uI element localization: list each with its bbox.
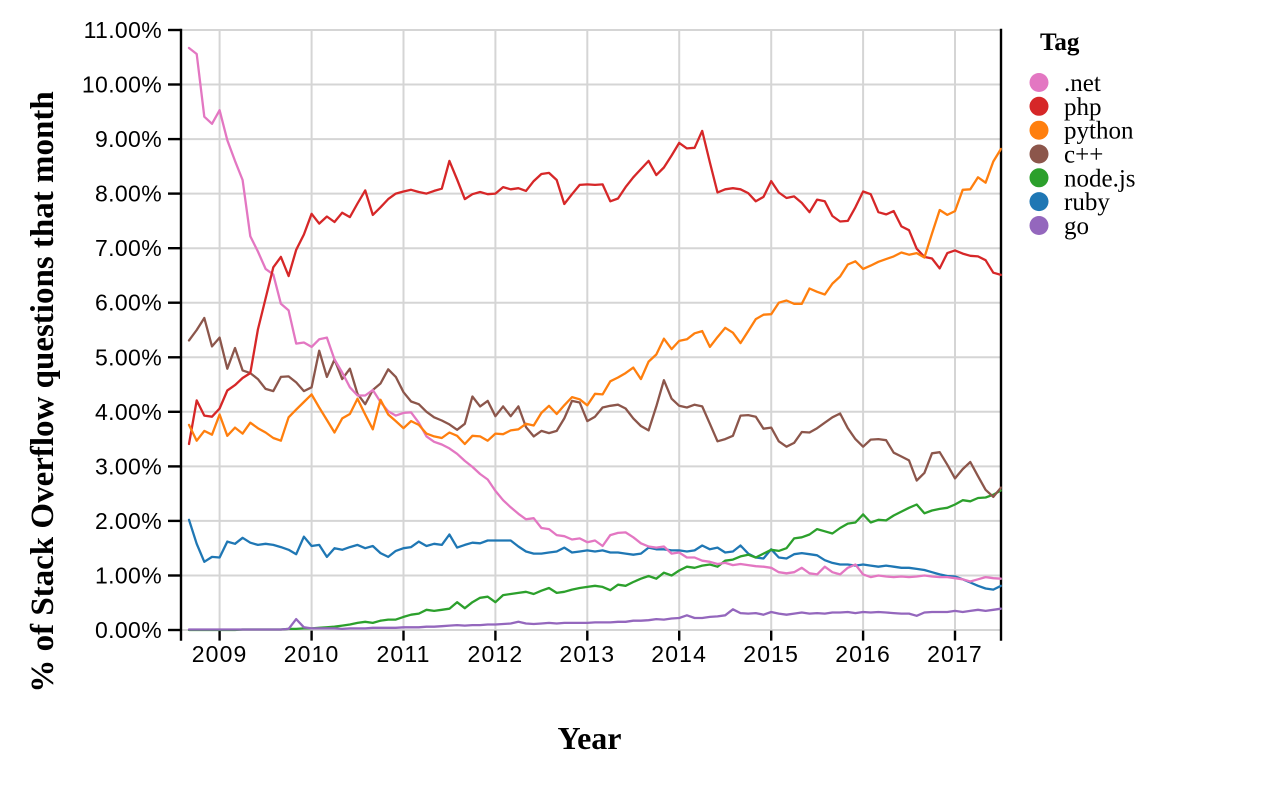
svg-text:1.00%: 1.00% [95, 563, 162, 589]
svg-text:8.00%: 8.00% [95, 181, 162, 207]
svg-text:Year: Year [558, 720, 622, 756]
svg-text:2014: 2014 [651, 641, 707, 667]
svg-text:2009: 2009 [192, 641, 248, 667]
svg-text:2017: 2017 [927, 641, 983, 667]
svg-text:2012: 2012 [468, 641, 524, 667]
svg-text:11.00%: 11.00% [84, 17, 162, 43]
svg-text:5.00%: 5.00% [95, 344, 162, 370]
svg-text:6.00%: 6.00% [95, 290, 162, 316]
svg-text:10.00%: 10.00% [82, 72, 162, 98]
svg-text:node.js: node.js [1064, 165, 1136, 192]
svg-text:2016: 2016 [835, 641, 891, 667]
svg-text:go: go [1064, 213, 1089, 240]
svg-text:2.00%: 2.00% [95, 508, 162, 534]
svg-text:7.00%: 7.00% [95, 235, 162, 261]
svg-text:c++: c++ [1064, 142, 1103, 169]
svg-text:php: php [1064, 94, 1102, 121]
svg-text:2015: 2015 [743, 641, 799, 667]
svg-text:4.00%: 4.00% [95, 399, 162, 425]
svg-text:3.00%: 3.00% [95, 453, 162, 479]
svg-text:Tag: Tag [1040, 29, 1080, 56]
svg-text:9.00%: 9.00% [95, 126, 162, 152]
svg-text:ruby: ruby [1064, 189, 1110, 216]
svg-text:2010: 2010 [284, 641, 340, 667]
svg-text:0.00%: 0.00% [95, 617, 162, 643]
svg-text:2013: 2013 [559, 641, 615, 667]
svg-text:2011: 2011 [376, 641, 430, 667]
svg-text:% of Stack Overflow questions: % of Stack Overflow questions that month [25, 91, 61, 692]
svg-text:python: python [1064, 118, 1134, 145]
svg-text:.net: .net [1064, 70, 1101, 97]
